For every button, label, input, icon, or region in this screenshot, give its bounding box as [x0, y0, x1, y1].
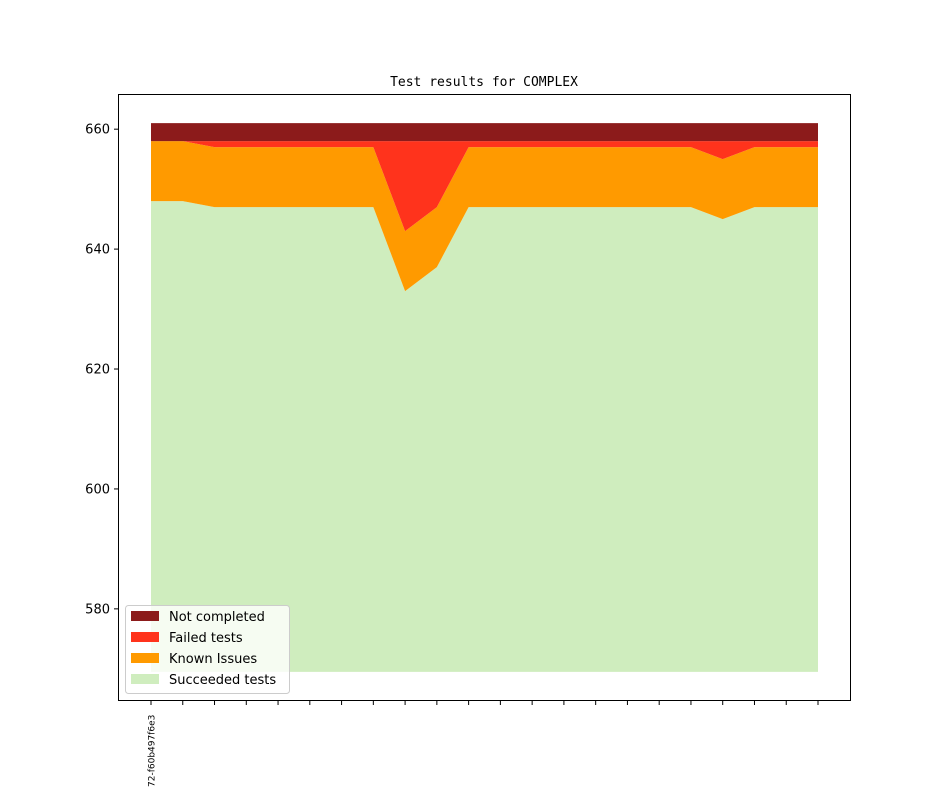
- legend-swatch: [131, 653, 159, 663]
- legend-label: Not completed: [169, 610, 265, 625]
- y-tick-label: 660: [85, 123, 110, 138]
- legend-label: Succeeded tests: [169, 673, 276, 688]
- chart-title: Test results for COMPLEX: [390, 75, 578, 90]
- legend-box: [125, 605, 290, 694]
- legend-swatch: [131, 611, 159, 621]
- legend-label: Failed tests: [169, 631, 243, 646]
- y-tick-label: 600: [85, 482, 110, 497]
- area-not-completed: [151, 123, 818, 142]
- legend-label: Known Issues: [169, 652, 257, 667]
- y-tick-label: 640: [85, 243, 110, 258]
- area-succeeded-tests: [151, 201, 818, 672]
- legend-swatch: [131, 632, 159, 642]
- legend-swatch: [131, 674, 159, 684]
- y-tick-label: 580: [85, 602, 110, 617]
- plot-frame: [118, 94, 851, 701]
- area-known-issues: [151, 141, 818, 292]
- x-tick-label: 72-f60b497f6e3: [148, 715, 158, 787]
- y-tick-label: 620: [85, 363, 110, 378]
